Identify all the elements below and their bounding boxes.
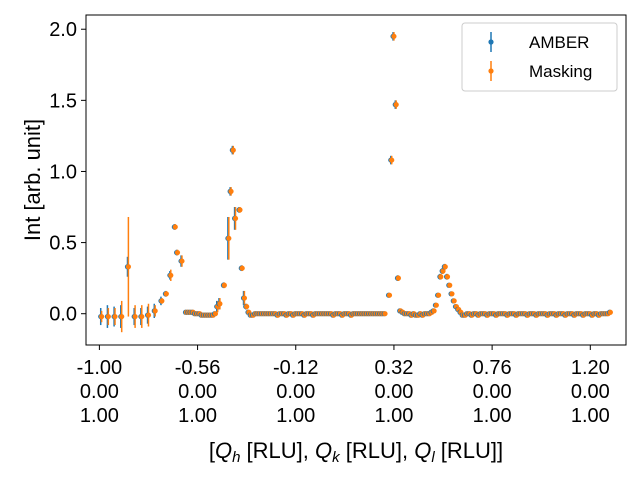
masking-data-point — [440, 268, 446, 274]
x-tick-label: -0.12 — [273, 357, 319, 379]
masking-data-point — [395, 275, 401, 281]
masking-data-point — [125, 264, 131, 270]
legend-entries: AMBER Masking — [488, 32, 592, 81]
x-tick-label: 0.00 — [473, 381, 512, 403]
masking-data-point — [179, 258, 185, 264]
masking-data-point — [382, 311, 388, 317]
masking-data-point — [226, 235, 232, 241]
x-tick-label: 1.00 — [473, 405, 512, 427]
y-tick-label: 1.5 — [49, 90, 77, 112]
masking-data-point — [241, 295, 248, 301]
y-axis-ticks: 0.0 0.5 1.0 1.5 2.0 — [49, 19, 86, 326]
x-label-text: [ — [209, 438, 215, 463]
masking-data-point — [393, 102, 399, 108]
masking-data-point — [244, 303, 250, 310]
masking-data-point — [237, 207, 243, 213]
x-tick-label: 0.00 — [374, 381, 413, 403]
x-axis-label: [Qh [RLU], Qk [RLU], Ql [RLU]] — [209, 438, 503, 466]
x-label-q: Q — [414, 438, 431, 463]
x-tick-label: 1.00 — [276, 405, 315, 427]
x-label-text: [RLU], — [240, 438, 315, 463]
masking-data-point — [152, 308, 158, 314]
masking-data-point — [174, 249, 181, 256]
masking-data-point — [145, 312, 152, 318]
x-label-subscript: h — [232, 449, 240, 466]
x-axis-ticks: -1.000.001.00-0.560.001.00-0.120.001.000… — [77, 345, 610, 427]
masking-data-point — [239, 265, 245, 271]
masking-data-point — [386, 292, 393, 298]
x-tick-label: -0.56 — [175, 357, 221, 379]
markers-layer — [98, 33, 613, 320]
masking-data-point — [172, 224, 178, 230]
x-label-subscript: l — [431, 449, 435, 466]
masking-data-point — [447, 282, 453, 288]
x-tick-label: 0.00 — [178, 381, 217, 403]
masking-data-point — [163, 291, 169, 297]
masking-data-point — [139, 313, 145, 320]
masking-data-point — [230, 147, 236, 153]
y-tick-label: 0.0 — [49, 304, 77, 326]
masking-data-point — [389, 157, 395, 163]
masking-data-point — [607, 309, 613, 315]
x-label-text: [RLU], — [340, 438, 415, 463]
legend-frame — [461, 22, 618, 92]
x-tick-label: 1.00 — [178, 405, 217, 427]
x-tick-label: -1.00 — [77, 357, 123, 379]
legend-label: Masking — [529, 62, 592, 81]
masking-data-point — [435, 292, 442, 298]
x-label-subscript: k — [332, 449, 341, 466]
masking-data-point — [99, 313, 105, 320]
x-tick-label: 0.00 — [276, 381, 315, 403]
masking-data-point — [444, 274, 451, 280]
x-tick-label: 1.00 — [571, 405, 610, 427]
legend-marker — [488, 68, 494, 74]
x-tick-label: 1.00 — [374, 405, 413, 427]
masking-data-point — [431, 308, 437, 314]
masking-data-point — [232, 215, 239, 222]
masking-data-point — [442, 264, 448, 270]
y-tick-label: 0.5 — [49, 233, 77, 255]
x-tick-label: 1.20 — [571, 357, 610, 379]
y-tick-label: 2.0 — [49, 19, 77, 41]
x-label-q: Q — [315, 438, 332, 463]
x-tick-label: 0.00 — [80, 381, 119, 403]
masking-data-point — [228, 188, 234, 194]
legend-label: AMBER — [529, 33, 589, 52]
x-label-text: [RLU]] — [435, 438, 503, 463]
y-axis-label: Int [arb. unit] — [20, 119, 45, 241]
masking-data-point — [112, 313, 118, 320]
x-tick-label: 0.32 — [374, 357, 413, 379]
masking-data-point — [449, 291, 455, 297]
masking-data-point — [159, 298, 165, 304]
x-label-q: Q — [215, 438, 232, 463]
x-tick-label: 0.00 — [571, 381, 610, 403]
masking-data-point — [438, 274, 444, 280]
y-tick-label: 1.0 — [49, 161, 77, 183]
legend: AMBER Masking — [461, 22, 618, 92]
masking-data-point — [433, 302, 439, 308]
masking-data-point — [119, 313, 125, 320]
masking-data-point — [105, 313, 111, 320]
masking-data-point — [221, 282, 227, 288]
masking-data-point — [451, 298, 457, 304]
legend-marker — [488, 39, 494, 45]
masking-data-point — [217, 301, 223, 307]
masking-data-point — [391, 33, 397, 39]
x-tick-label: 0.76 — [473, 357, 512, 379]
masking-data-point — [132, 313, 138, 320]
x-tick-label: 1.00 — [80, 405, 119, 427]
masking-data-point — [168, 272, 174, 278]
masking-data-point — [212, 311, 219, 317]
plot-frame — [85, 14, 627, 346]
